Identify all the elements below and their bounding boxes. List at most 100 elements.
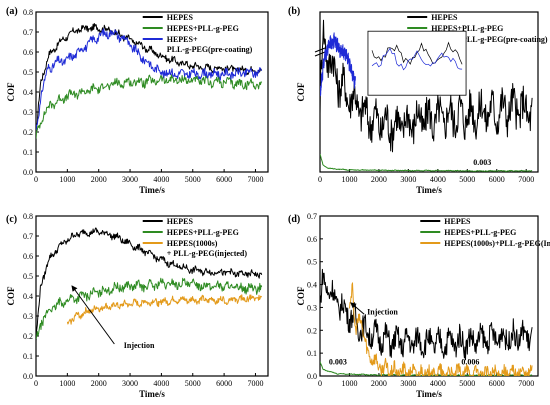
y-tick-label: 0.7 xyxy=(307,212,317,221)
y-tick-label: 0.0 xyxy=(23,168,33,177)
x-tick-label: 2000 xyxy=(91,175,107,184)
x-tick-label: 6000 xyxy=(216,175,232,184)
x-tick-label: 6000 xyxy=(489,175,505,184)
y-tick-label: 0.7 xyxy=(23,232,33,241)
annotation-arrow xyxy=(71,285,115,345)
x-tick-label: 0 xyxy=(34,175,38,184)
x-tick-label: 0 xyxy=(318,175,322,184)
annotation-arrow xyxy=(350,302,365,315)
x-tick-label: 1000 xyxy=(59,175,75,184)
x-axis-label: Time/s xyxy=(139,389,165,399)
panel-label: (c) xyxy=(6,214,17,225)
x-tick-label: 5000 xyxy=(185,379,201,388)
series-group xyxy=(36,23,263,139)
series-line xyxy=(36,28,262,131)
y-tick-label: 0.5 xyxy=(23,68,33,77)
y-tick-label: 0.3 xyxy=(307,303,317,312)
y-tick-label: 0.2 xyxy=(307,326,317,335)
inset-series-line xyxy=(371,41,463,65)
annotation-label: 0.003 xyxy=(473,158,491,167)
series-line xyxy=(349,282,533,376)
series-line xyxy=(36,23,263,134)
legend-label: HEPES+PLL-g-PEG xyxy=(167,228,239,237)
y-tick-label: 0.8 xyxy=(23,212,33,221)
y-tick-label: 0.3 xyxy=(23,312,33,321)
x-axis-label: Time/s xyxy=(139,185,165,195)
panel-label: (b) xyxy=(288,6,300,17)
x-tick-label: 2000 xyxy=(371,379,387,388)
legend-label: HEPES+PLL-g-PEG xyxy=(167,24,239,33)
legend-label: HEPES+ xyxy=(167,35,198,44)
legend-label: HEPES xyxy=(167,13,194,22)
axis-break xyxy=(314,47,326,57)
series-line xyxy=(66,294,263,325)
y-axis-label: COF xyxy=(6,82,16,102)
y-tick-label: 0.0 xyxy=(307,372,317,381)
legend-label: HEPES+PLL-g-PEG xyxy=(444,228,516,237)
x-axis-label: Time/s xyxy=(416,185,442,195)
y-axis-label: COF xyxy=(296,286,306,306)
legend-label: + PLL-g-PEG(injected) xyxy=(167,249,248,258)
y-tick-label: 0.3 xyxy=(23,108,33,117)
x-tick-label: 4000 xyxy=(153,379,169,388)
series-line xyxy=(36,277,263,340)
x-tick-label: 2000 xyxy=(371,175,387,184)
x-tick-label: 7000 xyxy=(518,175,534,184)
series-line xyxy=(320,32,356,97)
annotation-label: 0.006 xyxy=(461,358,479,367)
annotation-label: 0.003 xyxy=(329,358,347,367)
x-tick-label: 3000 xyxy=(400,175,416,184)
series-group xyxy=(320,19,533,172)
y-tick-label: 0.6 xyxy=(307,235,317,244)
annotation-label: Injection xyxy=(124,341,155,350)
y-tick-label: 0.1 xyxy=(23,148,33,157)
annotation-label: Injection xyxy=(367,307,398,316)
x-tick-label: 4000 xyxy=(430,175,446,184)
y-tick-label: 0.7 xyxy=(23,28,33,37)
y-tick-label: 0.5 xyxy=(307,258,317,267)
legend-label: HEPES(1000s) xyxy=(167,239,218,248)
y-axis-label: COF xyxy=(6,286,16,306)
series-line xyxy=(320,268,533,361)
y-tick-label: 0.4 xyxy=(23,88,33,97)
series-line xyxy=(320,19,533,153)
y-axis-label: COF xyxy=(296,82,306,102)
x-axis-label: Time/s xyxy=(416,389,442,399)
x-tick-label: 1000 xyxy=(59,379,75,388)
y-tick-label: 0.2 xyxy=(23,128,33,137)
legend-label: PLL-g-PEG(pre-coating) xyxy=(167,45,253,54)
y-tick-label: 0.8 xyxy=(23,8,33,17)
legend: HEPES HEPES+PLL-g-PEG HEPES(1000s)+PLL-g-P… xyxy=(420,217,550,248)
series-group xyxy=(320,268,533,376)
y-tick-label: 0.1 xyxy=(307,349,317,358)
y-tick-label: 0.4 xyxy=(307,281,317,290)
x-tick-label: 1000 xyxy=(341,379,357,388)
x-tick-label: 0 xyxy=(34,379,38,388)
x-tick-label: 4000 xyxy=(153,175,169,184)
legend: HEPES HEPES+PLL-g-PEG HEPES+PLL-g-PEG(pre-… xyxy=(142,13,253,54)
series-line xyxy=(36,227,263,341)
panel-label: (a) xyxy=(6,6,18,17)
y-tick-label: 0.5 xyxy=(23,272,33,281)
panel-1: (b) 0 1000 2000 3000 4000 5000 6000 7000 Time/s CO… xyxy=(288,6,548,195)
legend-label: HEPES xyxy=(167,217,194,226)
x-tick-label: 5000 xyxy=(185,175,201,184)
x-tick-label: 2000 xyxy=(91,379,107,388)
x-tick-label: 1000 xyxy=(341,175,357,184)
x-tick-label: 7000 xyxy=(518,379,534,388)
x-tick-label: 3000 xyxy=(122,379,138,388)
y-tick-label: 0.4 xyxy=(23,292,33,301)
legend: HEPES HEPES+PLL-g-PEG HEPES(1000s)+ PLL-g-… xyxy=(142,217,248,258)
x-tick-label: 5000 xyxy=(459,379,475,388)
x-tick-label: 3000 xyxy=(400,379,416,388)
legend-label: HEPES+PLL-g-PEG(pre-coating) xyxy=(431,35,548,44)
x-tick-label: 3000 xyxy=(122,175,138,184)
legend-label: HEPES xyxy=(431,13,458,22)
x-tick-label: 6000 xyxy=(216,379,232,388)
x-tick-label: 7000 xyxy=(247,175,263,184)
x-tick-label: 5000 xyxy=(459,175,475,184)
x-tick-label: 6000 xyxy=(489,379,505,388)
inset-frame xyxy=(367,30,467,96)
y-tick-label: 0.2 xyxy=(23,332,33,341)
